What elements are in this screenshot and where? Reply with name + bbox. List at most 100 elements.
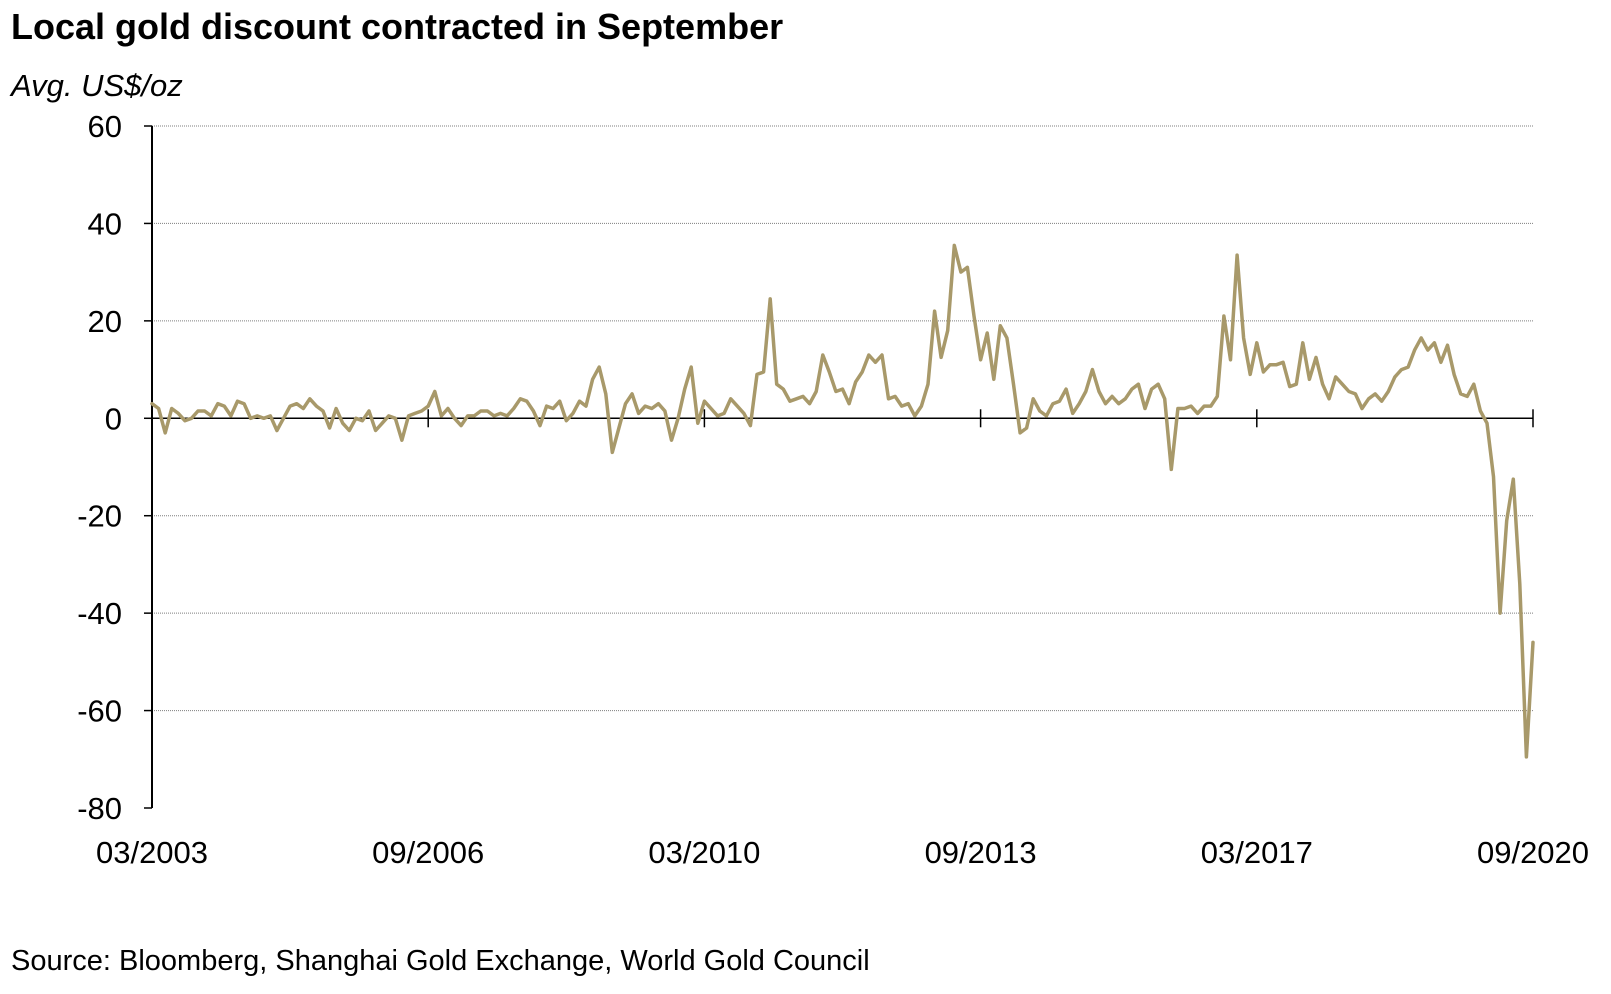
data-point xyxy=(433,390,436,393)
data-point xyxy=(190,417,193,420)
data-point xyxy=(821,354,824,357)
series-layer xyxy=(150,243,1535,759)
data-point xyxy=(677,417,680,420)
data-point xyxy=(427,405,430,408)
data-point xyxy=(565,419,568,422)
data-point xyxy=(295,402,298,405)
data-point xyxy=(1466,395,1469,398)
data-point xyxy=(1111,395,1114,398)
data-point xyxy=(663,410,666,413)
tick-labels: 60 40 20 0 -20 -40 -60 -80 03/2003 09/2006 03/2010… xyxy=(77,109,1589,870)
data-point xyxy=(249,417,252,420)
y-tick-label: 40 xyxy=(88,206,122,241)
data-point xyxy=(881,354,884,357)
data-point xyxy=(374,429,377,432)
data-point xyxy=(887,397,890,400)
data-point xyxy=(696,422,699,425)
chart-title: Local gold discount contracted in Septem… xyxy=(11,6,784,47)
data-point xyxy=(1301,341,1304,344)
data-point xyxy=(328,427,331,430)
data-point xyxy=(1203,405,1206,408)
grid-lines xyxy=(152,125,1533,712)
data-point xyxy=(170,407,173,410)
data-point xyxy=(466,414,469,417)
data-point xyxy=(532,410,535,413)
data-point xyxy=(1393,375,1396,378)
data-point xyxy=(229,414,232,417)
data-point xyxy=(282,417,285,420)
data-point xyxy=(1038,410,1041,413)
data-point xyxy=(1407,366,1410,369)
data-point xyxy=(1512,478,1515,481)
data-point xyxy=(1420,336,1423,339)
data-point xyxy=(1321,383,1324,386)
data-point xyxy=(1163,397,1166,400)
data-point xyxy=(1328,397,1331,400)
data-point xyxy=(999,324,1002,327)
data-point xyxy=(624,402,627,405)
data-point xyxy=(749,424,752,427)
data-point xyxy=(1275,363,1278,366)
y-tick-label: -20 xyxy=(77,499,122,534)
data-point xyxy=(762,371,765,374)
x-tick-label: 09/2020 xyxy=(1477,835,1589,870)
data-point xyxy=(164,431,167,434)
data-point xyxy=(1341,383,1344,386)
data-point xyxy=(223,405,226,408)
data-point xyxy=(1295,383,1298,386)
data-point xyxy=(913,414,916,417)
data-point xyxy=(1058,400,1061,403)
data-point xyxy=(1229,358,1232,361)
data-point xyxy=(756,373,759,376)
data-point xyxy=(243,402,246,405)
data-point xyxy=(670,439,673,442)
data-point xyxy=(1413,349,1416,352)
data-point xyxy=(1065,388,1068,391)
data-point xyxy=(723,412,726,415)
data-point xyxy=(1216,395,1219,398)
data-point xyxy=(1051,402,1054,405)
data-point xyxy=(617,427,620,430)
data-point xyxy=(966,266,969,269)
y-tick-label: -40 xyxy=(77,596,122,631)
data-point xyxy=(986,332,989,335)
data-point xyxy=(1479,410,1482,413)
data-point xyxy=(381,422,384,425)
data-point xyxy=(1032,397,1035,400)
data-point xyxy=(506,414,509,417)
data-point xyxy=(808,402,811,405)
data-point xyxy=(1433,341,1436,344)
data-point xyxy=(348,429,351,432)
data-point xyxy=(1019,431,1022,434)
data-point xyxy=(1078,402,1081,405)
data-point xyxy=(1486,422,1489,425)
data-point xyxy=(1137,383,1140,386)
data-point xyxy=(710,407,713,410)
data-point xyxy=(394,417,397,420)
data-point xyxy=(1532,641,1535,644)
y-tick-label: -80 xyxy=(77,791,122,826)
data-point xyxy=(959,271,962,274)
data-point xyxy=(927,383,930,386)
data-point xyxy=(499,412,502,415)
data-point xyxy=(525,400,528,403)
data-point xyxy=(275,429,278,432)
data-point xyxy=(571,412,574,415)
data-point xyxy=(1124,397,1127,400)
x-tick-label: 03/2017 xyxy=(1201,835,1313,870)
data-point xyxy=(690,366,693,369)
data-point xyxy=(1426,349,1429,352)
data-point xyxy=(585,405,588,408)
data-point xyxy=(1380,400,1383,403)
data-point xyxy=(650,407,653,410)
data-point xyxy=(308,397,311,400)
y-tick-label: 60 xyxy=(88,109,122,144)
data-point xyxy=(953,244,956,247)
data-point xyxy=(578,400,581,403)
data-point xyxy=(1361,407,1364,410)
data-point xyxy=(1249,373,1252,376)
data-point xyxy=(1196,412,1199,415)
data-point xyxy=(493,414,496,417)
data-point xyxy=(802,395,805,398)
